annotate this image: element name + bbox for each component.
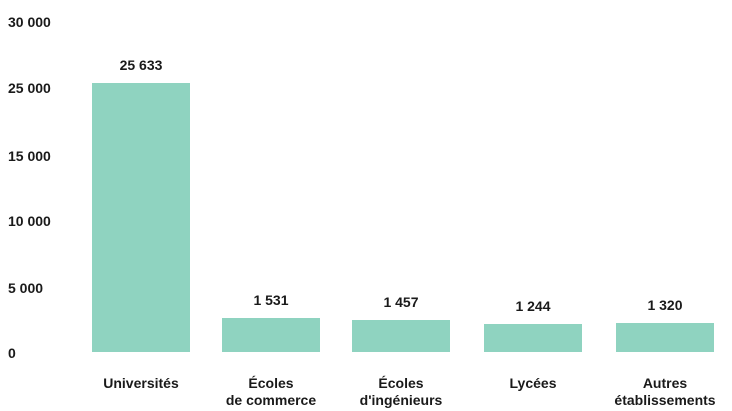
bar — [92, 83, 190, 352]
x-tick-label: Universités — [103, 375, 179, 391]
data-label: 25 633 — [119, 57, 163, 73]
y-tick-label: 0 — [8, 345, 16, 361]
bar — [616, 322, 714, 352]
bar — [484, 324, 582, 352]
data-label: 1 320 — [647, 296, 683, 313]
y-tick-label: 5 000 — [8, 280, 44, 296]
bar — [352, 319, 450, 352]
data-label: 1 244 — [515, 298, 551, 315]
y-tick-label: 15 000 — [8, 148, 51, 164]
x-tick-label: Écoles de commerce — [225, 375, 317, 408]
y-tick-label: 30 000 — [8, 14, 51, 30]
x-tick-label: Lycées — [509, 375, 557, 391]
y-tick-label: 10 000 — [8, 213, 51, 229]
data-label: 1 457 — [383, 293, 419, 310]
x-tick-label: Écoles d'ingénieurs — [359, 375, 443, 408]
x-tick-label: Autres établissements — [614, 375, 716, 408]
data-label: 1 531 — [253, 292, 289, 308]
bar — [222, 318, 320, 352]
y-tick-label: 25 000 — [8, 80, 51, 96]
